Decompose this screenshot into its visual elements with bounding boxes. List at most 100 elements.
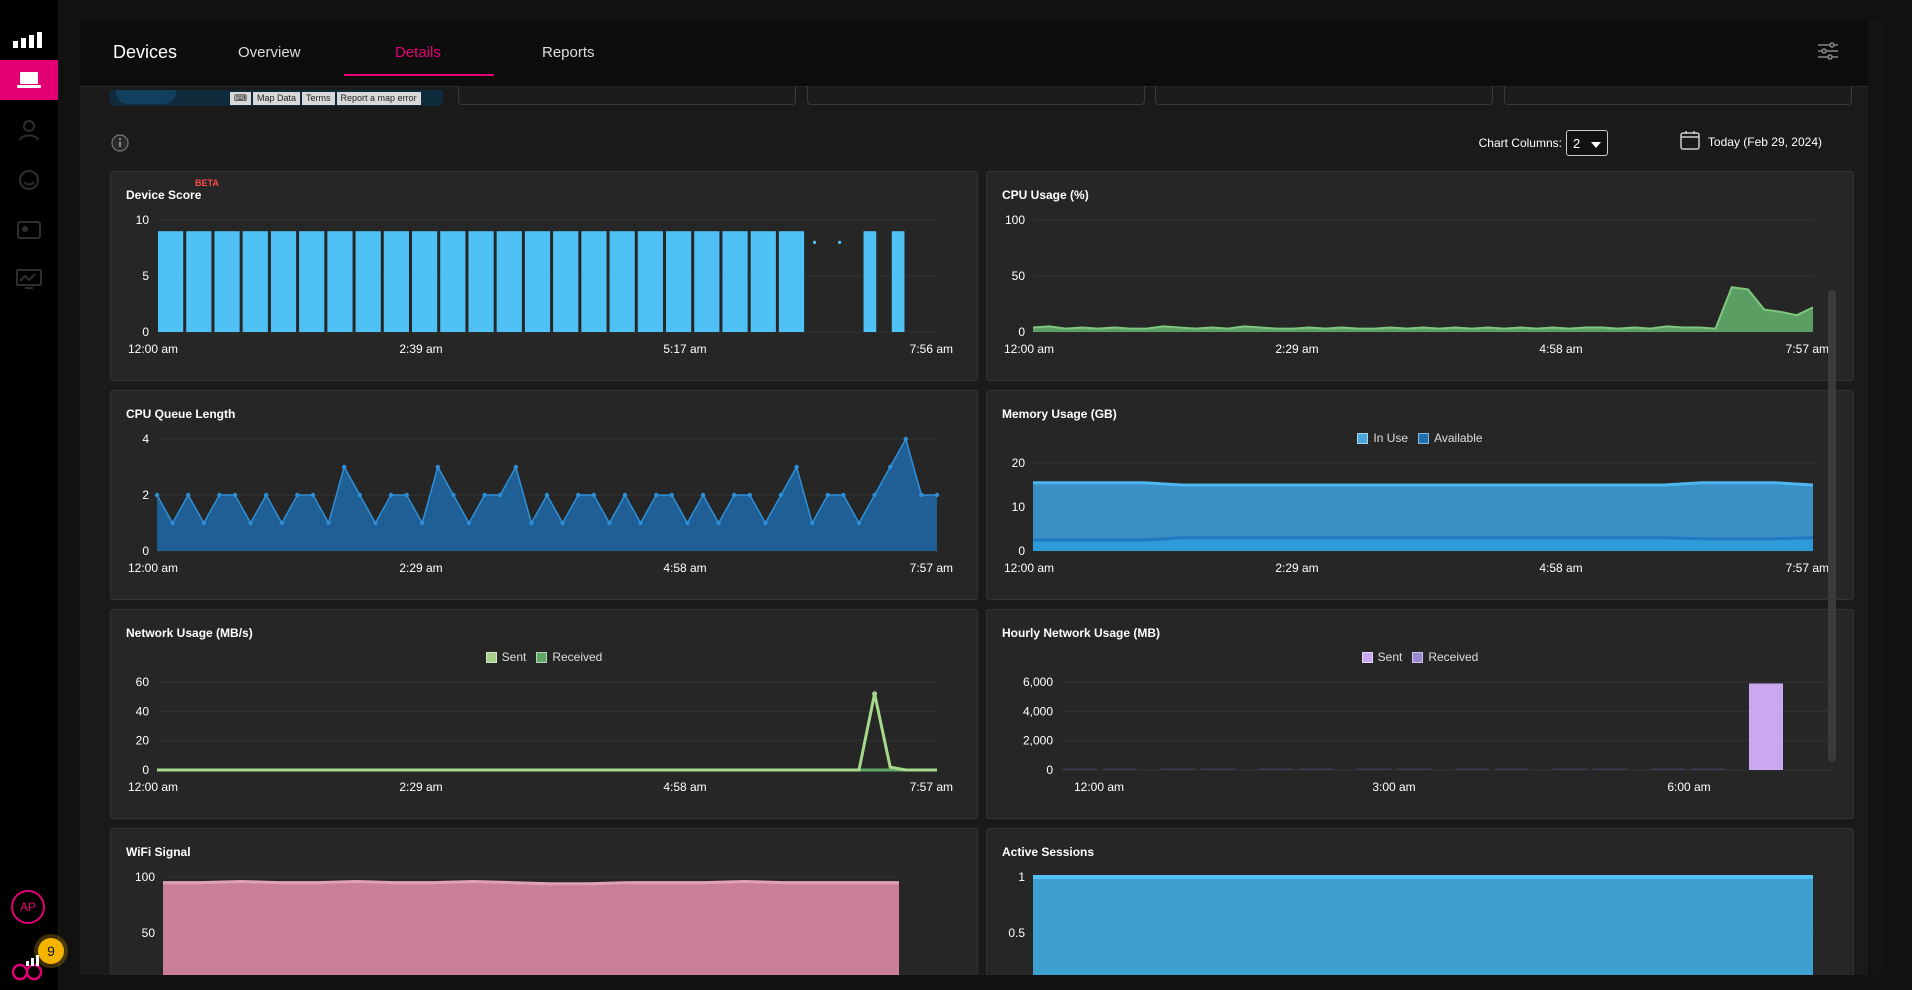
stat-card (1504, 86, 1852, 105)
sent-bar (1063, 768, 1097, 770)
info-icon[interactable] (111, 134, 129, 157)
map-report-link[interactable]: Report a map error (336, 92, 421, 105)
y-tick-label: 10 (1012, 500, 1026, 514)
score-bar (214, 231, 240, 332)
legend-label: Received (552, 650, 603, 664)
score-bar (666, 231, 692, 332)
notification-badge[interactable]: 9 (38, 938, 64, 964)
queue-point (248, 520, 253, 526)
x-tick-label: 4:58 am (1539, 561, 1582, 575)
x-tick-label: 5:17 am (663, 342, 706, 356)
network-usage-card: Network Usage (MB/s) Sent Received 60 40 2… (110, 609, 978, 819)
map-keyboard-icon[interactable]: ⌨ (230, 92, 251, 105)
x-tick-label: 12:00 am (1004, 342, 1054, 356)
stat-card (807, 86, 1145, 105)
notification-count: 9 (47, 943, 55, 959)
queue-point (513, 464, 518, 470)
available-area (1033, 482, 1813, 551)
monitor-chart-icon[interactable] (0, 260, 58, 300)
queue-point (763, 520, 768, 526)
legend-item-available[interactable]: Available (1418, 431, 1483, 445)
legend-item-received[interactable]: Received (1412, 650, 1478, 664)
map-attribution: ⌨ Map Data Terms Report a map error (230, 92, 421, 105)
signal-icon[interactable] (0, 20, 58, 60)
queue-point (201, 520, 206, 526)
laptop-icon[interactable] (0, 60, 58, 100)
score-bar (609, 231, 635, 332)
map-terms-link[interactable]: Terms (302, 92, 335, 105)
date-label: Today (Feb 29, 2024) (1707, 134, 1822, 149)
map-logo (116, 90, 176, 104)
queue-point (373, 520, 378, 526)
avatar[interactable]: AP (11, 890, 45, 924)
queue-point (279, 520, 284, 526)
legend-swatch (1412, 651, 1424, 663)
smile-icon[interactable] (0, 160, 58, 200)
queue-point (685, 520, 690, 526)
received-bar (1299, 768, 1333, 770)
tab-overview[interactable]: Overview (238, 44, 301, 61)
x-tick-label: 2:29 am (1275, 342, 1318, 356)
score-bar (637, 231, 663, 332)
x-tick-label: 7:56 am (910, 342, 953, 356)
y-tick-label: 1 (1018, 870, 1025, 884)
x-tick-label: 12:00 am (128, 780, 178, 794)
scrollbar-thumb[interactable] (1828, 290, 1836, 762)
queue-point (186, 492, 191, 498)
user-card-icon[interactable] (0, 210, 58, 250)
x-tick-label: 2:29 am (1275, 561, 1318, 575)
x-tick-label: 2:29 am (399, 780, 442, 794)
legend-label: Sent (1377, 650, 1403, 664)
chart-columns-select[interactable]: 2 (1566, 130, 1608, 156)
filter-settings-icon[interactable] (1818, 42, 1838, 65)
x-tick-label: 7:57 am (910, 561, 953, 575)
y-tick-label: 2,000 (1023, 734, 1053, 748)
date-picker[interactable]: Today (Feb 29, 2024) (1680, 130, 1822, 153)
score-bar (581, 231, 607, 332)
score-point (812, 240, 817, 244)
legend-item-sent[interactable]: Sent (1361, 650, 1403, 664)
chart-legend: Sent Received (987, 650, 1853, 664)
page-title: Devices (113, 42, 178, 62)
stat-card (1155, 86, 1493, 105)
queue-point (232, 492, 238, 498)
legend-item-in-use[interactable]: In Use (1357, 431, 1408, 445)
queue-point (700, 492, 706, 498)
cpu-usage-chart: 100 50 0 12:00 am 2:29 am 4:58 am 7:57 am (1004, 213, 1829, 356)
cpu-area (1033, 287, 1813, 332)
chart-title: CPU Usage (%) (1002, 188, 1089, 202)
sent-line (157, 693, 937, 772)
y-tick-label: 0 (1018, 544, 1025, 558)
legend-item-sent[interactable]: Sent (485, 650, 527, 664)
tab-reports[interactable]: Reports (542, 44, 595, 61)
legend-item-received[interactable]: Received (536, 650, 602, 664)
map-data-link[interactable]: Map Data (253, 92, 301, 105)
map-thumbnail[interactable]: ⌨ Map Data Terms Report a map error (110, 90, 443, 106)
y-tick-label: 6,000 (1023, 675, 1053, 689)
score-bar (863, 231, 877, 332)
user-shield-icon[interactable] (0, 110, 58, 150)
wifi-line (163, 879, 899, 886)
queue-point (388, 492, 394, 498)
queue-point (544, 492, 550, 498)
logo-icon[interactable] (11, 955, 44, 986)
legend-label: Sent (501, 650, 527, 664)
scroll-track[interactable] (1870, 20, 1882, 975)
score-bar (496, 231, 522, 332)
x-tick-label: 4:58 am (663, 780, 706, 794)
chart-title: Network Usage (MB/s) (126, 626, 253, 640)
y-tick-label: 50 (1012, 269, 1026, 283)
score-bar (270, 231, 297, 332)
x-tick-label: 4:58 am (1539, 342, 1582, 356)
x-tick-label: 7:57 am (1786, 561, 1829, 575)
map-strip: ⌨ Map Data Terms Report a map error (110, 86, 1852, 106)
queue-point (420, 520, 425, 526)
tab-details[interactable]: Details (395, 44, 441, 61)
queue-point (856, 520, 862, 526)
score-bar (722, 231, 748, 332)
sessions-area (1033, 877, 1813, 975)
queue-point (264, 492, 269, 498)
x-tick-label: 7:57 am (910, 780, 953, 794)
x-tick-label: 12:00 am (1004, 561, 1054, 575)
queue-point (716, 520, 721, 526)
